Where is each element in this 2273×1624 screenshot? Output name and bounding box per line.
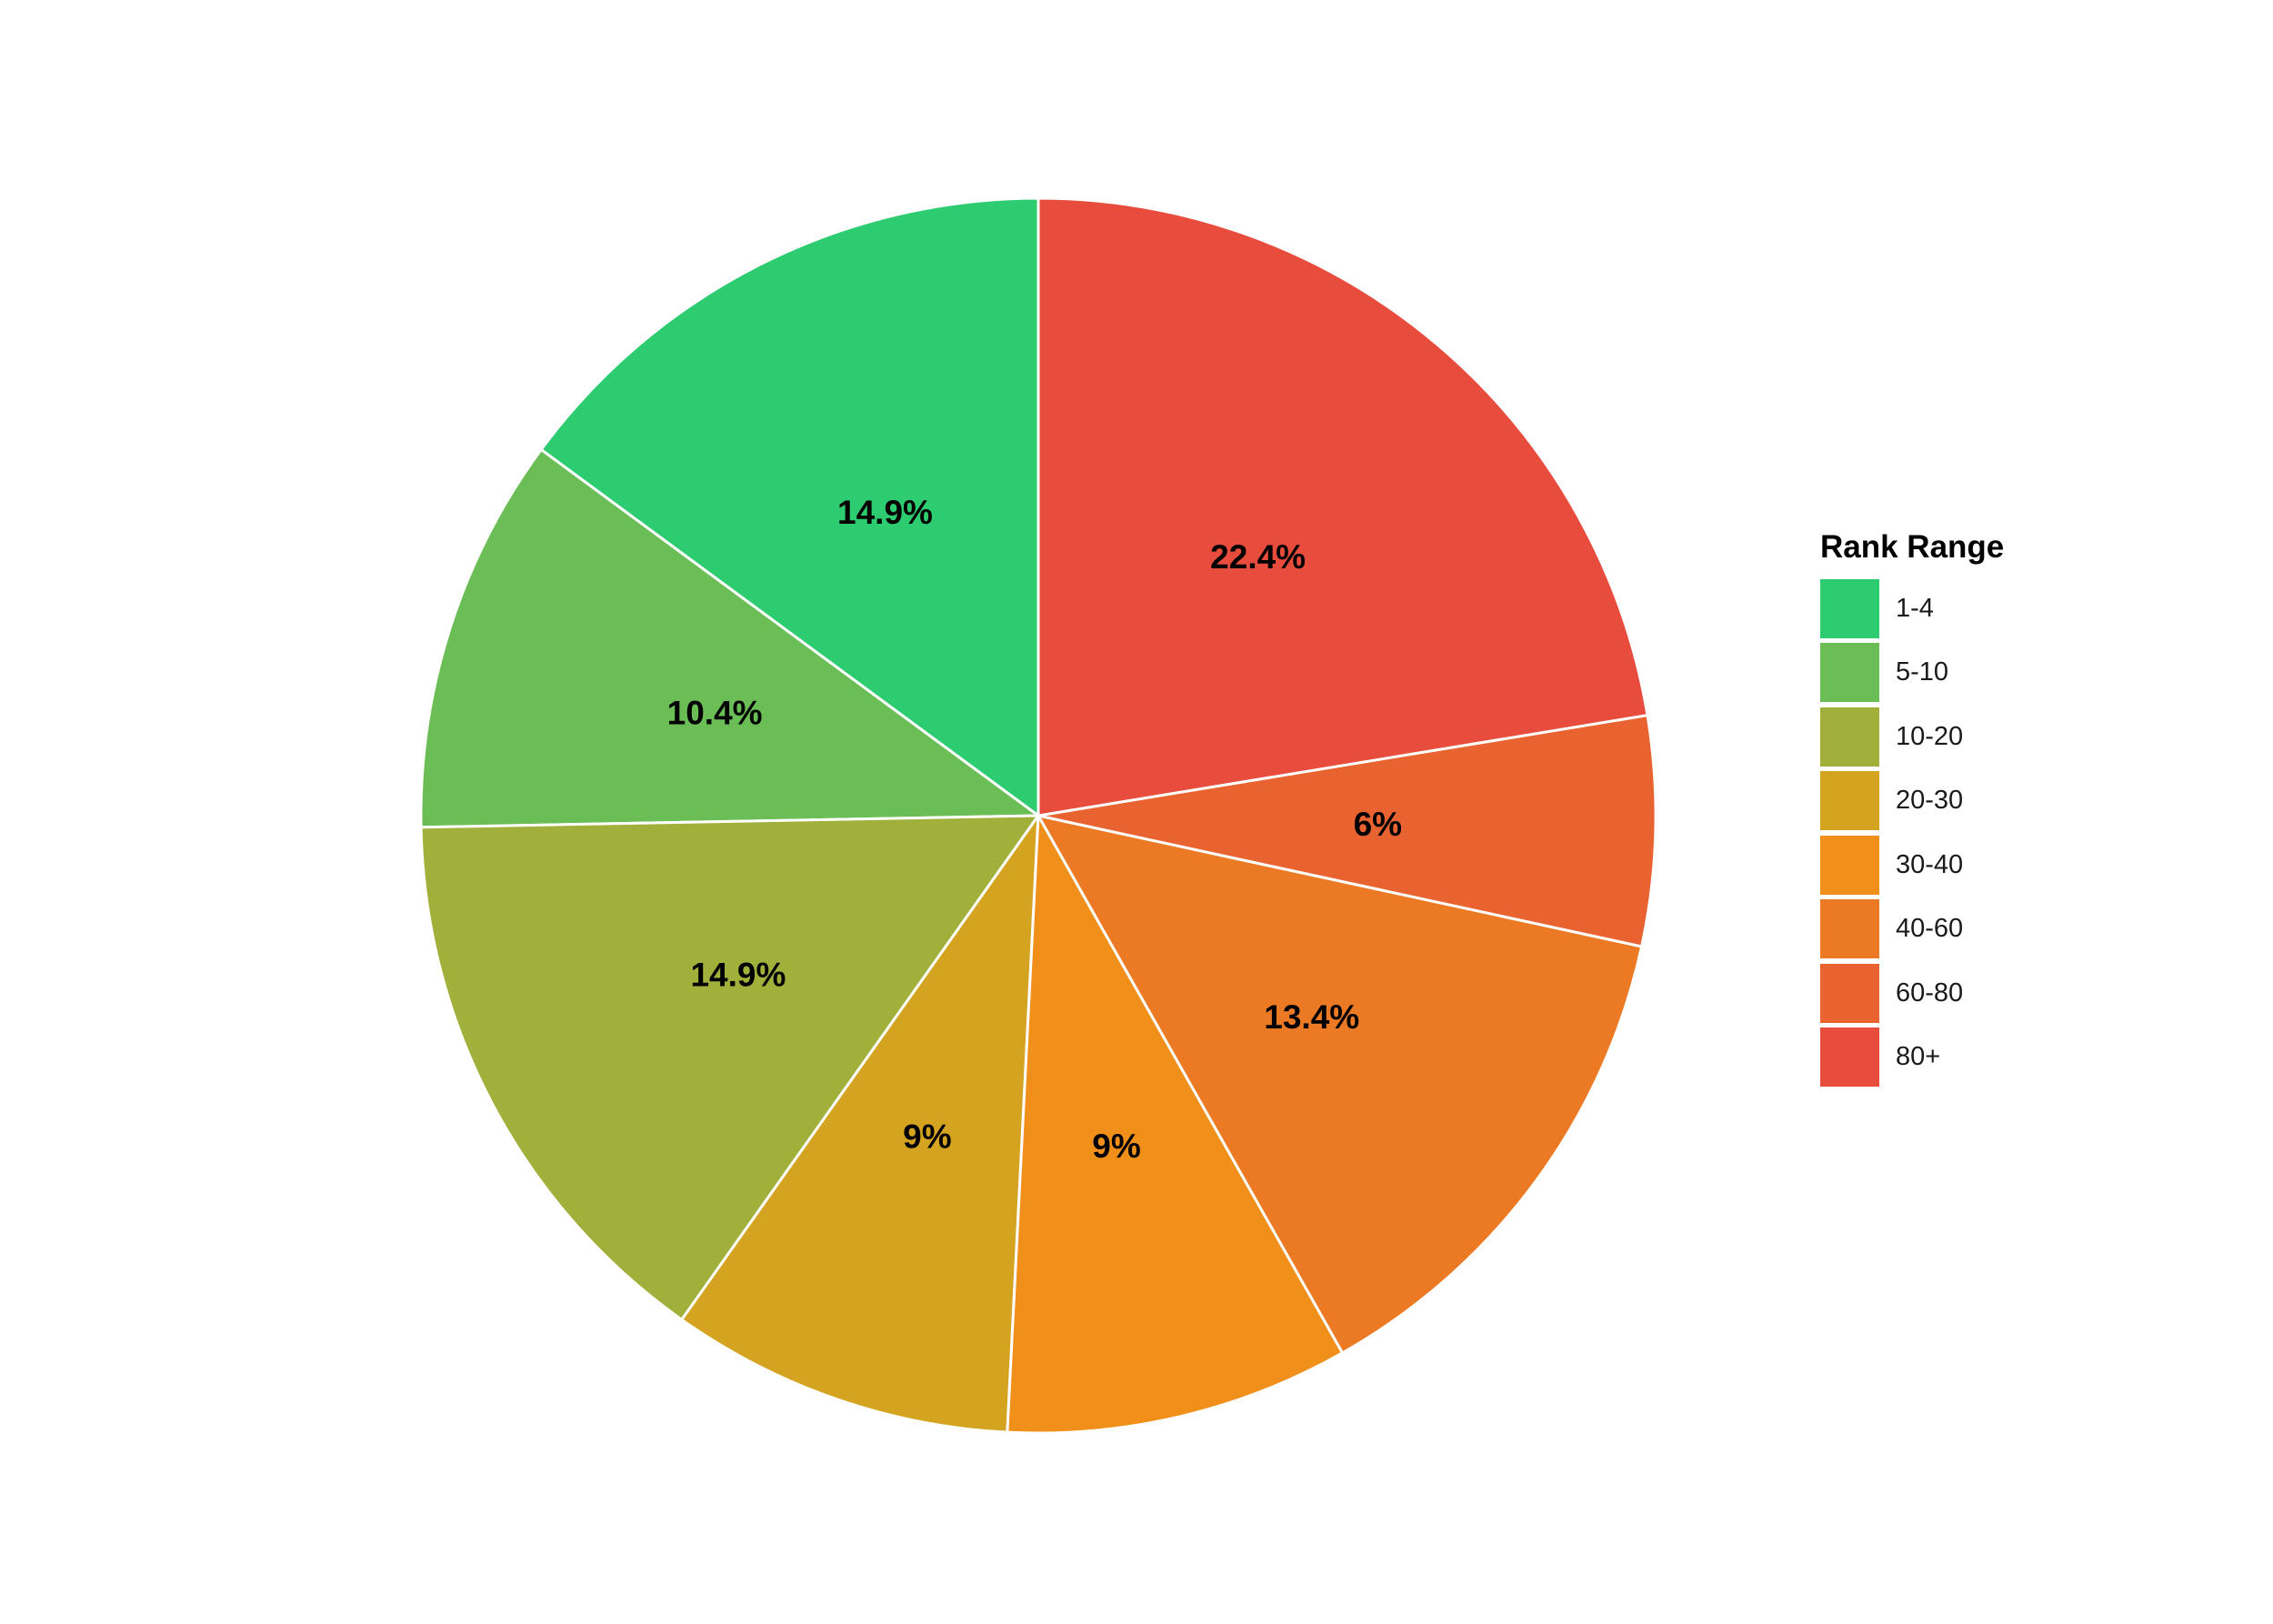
legend-swatch <box>1820 771 1879 831</box>
legend-items: 1-4 5-10 10-20 20-30 30-40 40-60 60-80 80+ <box>1820 576 2004 1089</box>
legend-label: 60-80 <box>1896 977 1964 1007</box>
pie-slice-5-10 <box>419 447 1043 829</box>
slice-label-80-plus: 22.4% <box>1210 538 1306 576</box>
pie-slice-labels: 14.9% 10.4% 14.9% 9% 9% 13.4% 6% 22.4% <box>667 494 1402 1165</box>
slice-label-40-60: 13.4% <box>1264 998 1359 1036</box>
legend-swatch <box>1820 707 1879 767</box>
legend-swatch <box>1820 643 1879 703</box>
slice-label-60-80: 6% <box>1354 806 1402 843</box>
legend-label: 5-10 <box>1896 657 1949 687</box>
legend-swatch <box>1820 1028 1879 1088</box>
legend-label: 40-60 <box>1896 914 1964 944</box>
legend-label: 1-4 <box>1896 593 1934 623</box>
slice-label-30-40: 9% <box>1092 1128 1140 1165</box>
legend-label: 30-40 <box>1896 849 1964 879</box>
legend-swatch <box>1820 963 1879 1023</box>
legend-item: 20-30 <box>1820 769 2004 834</box>
slice-label-1-4: 14.9% <box>837 494 933 531</box>
legend-item: 5-10 <box>1820 641 2004 706</box>
legend: Rank Range 1-4 5-10 10-20 20-30 30-40 40-60 60… <box>1820 529 2004 1089</box>
pie-slices <box>419 196 1657 1435</box>
slice-label-20-30: 9% <box>903 1118 951 1155</box>
legend-item: 40-60 <box>1820 897 2004 962</box>
legend-item: 30-40 <box>1820 833 2004 897</box>
legend-title: Rank Range <box>1820 529 2005 565</box>
legend-label: 20-30 <box>1896 786 1964 816</box>
legend-swatch <box>1820 899 1879 959</box>
legend-label: 10-20 <box>1896 721 1964 751</box>
legend-item: 80+ <box>1820 1026 2004 1090</box>
pie-slice-60-80 <box>1037 713 1657 948</box>
legend-label: 80+ <box>1896 1042 1941 1072</box>
pie-slice-10-20 <box>419 814 1041 1322</box>
legend-item: 10-20 <box>1820 705 2004 769</box>
pie-slice-80-plus <box>1036 196 1649 817</box>
pie-slice-30-40 <box>1006 810 1345 1435</box>
slice-label-5-10: 10.4% <box>667 694 763 731</box>
legend-swatch <box>1820 578 1879 638</box>
pie-slice-20-30 <box>679 810 1040 1434</box>
legend-swatch <box>1820 835 1879 895</box>
legend-item: 60-80 <box>1820 961 2004 1026</box>
legend-item: 1-4 <box>1820 576 2004 641</box>
pie-slice-1-4 <box>539 196 1040 818</box>
slice-label-10-20: 14.9% <box>690 956 786 993</box>
pie-slice-40-60 <box>1036 813 1644 1355</box>
